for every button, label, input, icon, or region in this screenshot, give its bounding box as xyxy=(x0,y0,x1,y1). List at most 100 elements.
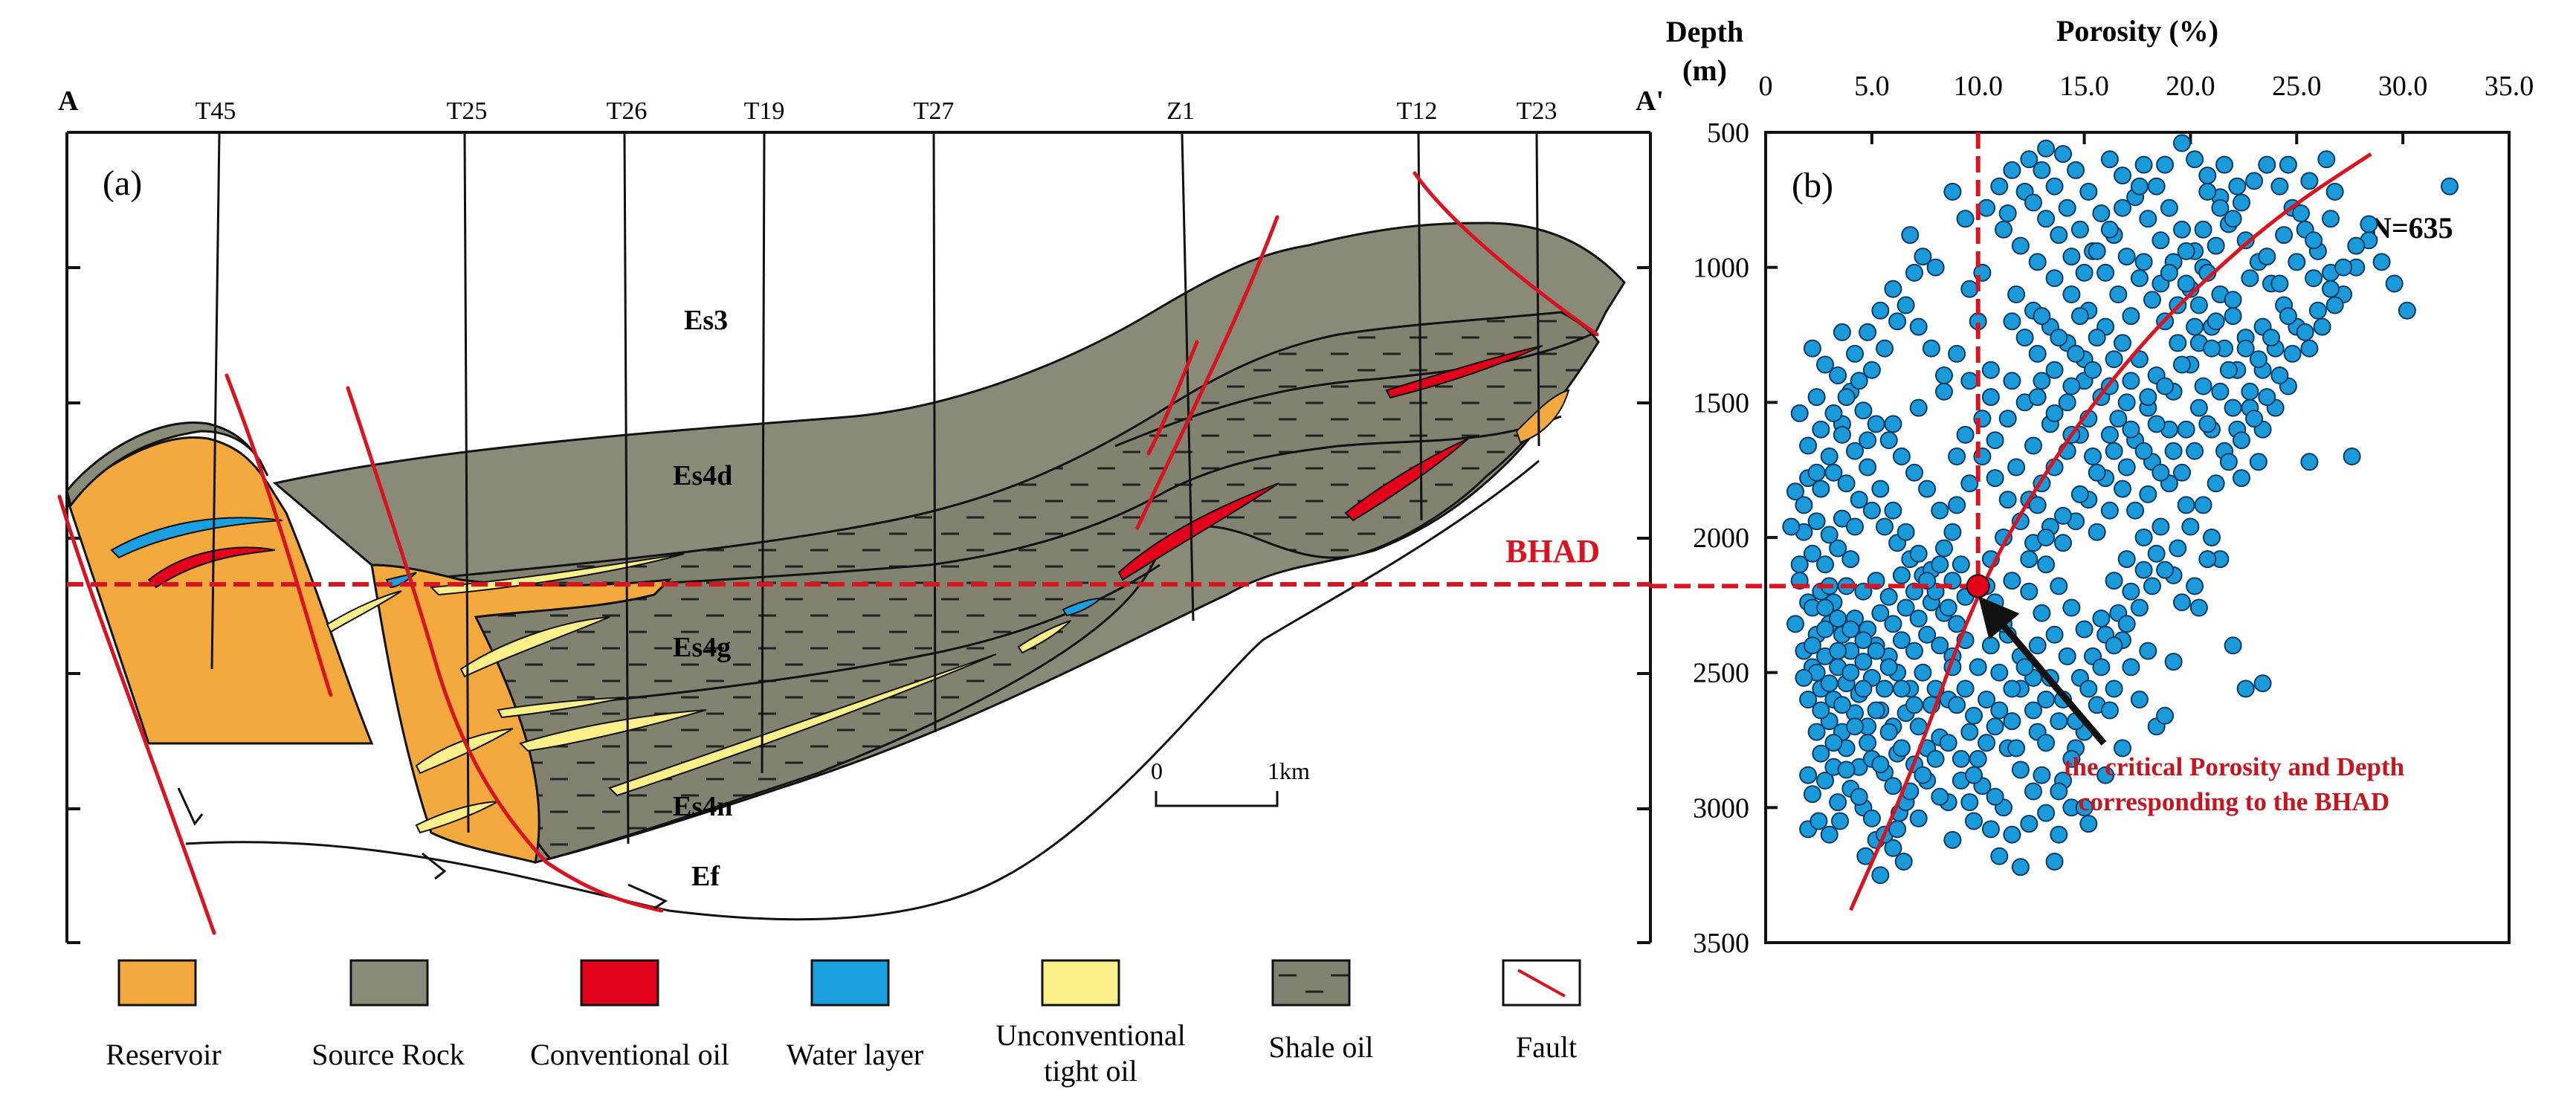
data-point xyxy=(1876,517,1894,536)
data-point xyxy=(2147,415,2166,433)
data-point xyxy=(1894,853,1913,871)
panel-b-label: (b) xyxy=(1792,166,1833,205)
data-point xyxy=(1841,663,1860,682)
well-t45-line xyxy=(210,133,221,670)
data-point xyxy=(2322,210,2340,228)
data-point xyxy=(2050,825,2068,844)
data-point xyxy=(2062,377,2081,395)
x-tick-label: 20.0 xyxy=(2166,71,2215,102)
fault-5 xyxy=(1146,340,1199,456)
data-point xyxy=(2164,653,2183,671)
basement-line xyxy=(185,459,1540,921)
section-end-right: A' xyxy=(1636,85,1664,117)
data-point xyxy=(1914,663,1932,682)
data-point xyxy=(1986,469,2004,488)
data-point xyxy=(1831,812,1849,830)
data-point xyxy=(1981,636,2000,655)
data-point xyxy=(1850,787,1868,806)
data-point xyxy=(2075,620,2094,639)
x-tick-label: 25.0 xyxy=(2272,71,2322,102)
data-point xyxy=(2186,317,2204,336)
data-point xyxy=(2198,182,2217,201)
data-point xyxy=(2037,529,2056,546)
data-point xyxy=(1854,401,1873,420)
data-point xyxy=(1795,496,1813,514)
data-point xyxy=(1846,517,1864,536)
fault-arrows xyxy=(177,787,668,910)
data-point xyxy=(1939,734,1957,752)
formation-label-es3: Es3 xyxy=(684,305,728,336)
data-point xyxy=(1854,653,1873,671)
legend-fault-stroke xyxy=(1517,969,1566,998)
data-point xyxy=(1846,344,1864,363)
data-point xyxy=(2372,253,2391,271)
data-point xyxy=(2241,382,2259,401)
data-point xyxy=(2126,501,2145,520)
data-point xyxy=(2105,442,2123,460)
data-point xyxy=(1820,526,1839,544)
data-point xyxy=(2024,782,2042,801)
data-point xyxy=(1981,820,2000,839)
data-point xyxy=(1876,339,1894,358)
data-point xyxy=(2173,220,2191,239)
data-point xyxy=(1892,566,1911,584)
data-point xyxy=(1829,642,1847,660)
x-axis-ticks: 0 5.0 10.0 15.0 20.0 25.0 30.0 35.0 xyxy=(1759,71,2534,144)
y-tick-label: 2500 xyxy=(1693,658,1749,689)
data-point xyxy=(2084,448,2102,465)
data-point xyxy=(1850,372,1868,390)
y-tick-label: 500 xyxy=(1707,117,1749,149)
data-point xyxy=(2062,248,2081,266)
x-tick-label: 10.0 xyxy=(1953,71,2003,102)
data-point xyxy=(1833,509,1851,528)
fault-6 xyxy=(1413,171,1599,337)
data-point xyxy=(2258,388,2276,407)
data-point xyxy=(1998,204,2017,222)
well-t19-line xyxy=(761,133,766,774)
data-point xyxy=(2070,307,2089,326)
data-point xyxy=(1897,598,1915,617)
data-point xyxy=(2117,615,2136,633)
data-point xyxy=(1871,866,1890,885)
data-point xyxy=(1909,398,1928,417)
data-point xyxy=(1981,361,2000,379)
data-point xyxy=(2139,485,2157,503)
data-point xyxy=(1790,404,1809,422)
data-point xyxy=(1960,793,1979,812)
data-point xyxy=(2122,372,2140,390)
data-point xyxy=(2228,177,2247,196)
y-tick-label: 3500 xyxy=(1693,928,1749,959)
data-point xyxy=(1905,263,1923,282)
data-point xyxy=(2024,701,2042,720)
data-point xyxy=(1871,604,1890,622)
legend-swatch-unconventional-tight-oil xyxy=(1041,959,1120,1007)
data-point xyxy=(2151,463,2170,482)
data-point xyxy=(2050,577,2068,595)
data-point xyxy=(1901,226,1920,245)
legend-swatch-water-layer xyxy=(810,959,890,1007)
data-point xyxy=(2305,231,2323,250)
data-point xyxy=(2317,150,2336,169)
data-point xyxy=(1871,755,1890,774)
data-point xyxy=(1909,317,1928,336)
data-point xyxy=(2169,334,2187,352)
data-point xyxy=(1871,301,1890,320)
data-point xyxy=(2003,161,2021,179)
data-point xyxy=(2262,329,2280,347)
data-point xyxy=(1948,344,1966,363)
data-point xyxy=(1854,631,1873,650)
data-point xyxy=(1918,625,1937,644)
data-point xyxy=(1841,550,1860,569)
data-point xyxy=(1952,749,1970,768)
data-point xyxy=(2177,420,2195,439)
scatter-points xyxy=(1782,134,2459,885)
data-point xyxy=(2441,177,2459,196)
data-point xyxy=(2037,555,2056,574)
data-point xyxy=(2224,307,2242,326)
data-point xyxy=(1859,431,1877,450)
data-point xyxy=(1795,668,1813,687)
data-point xyxy=(2045,269,2064,288)
data-point xyxy=(2219,361,2238,379)
data-point xyxy=(1837,388,1856,407)
data-point xyxy=(1803,785,1821,804)
